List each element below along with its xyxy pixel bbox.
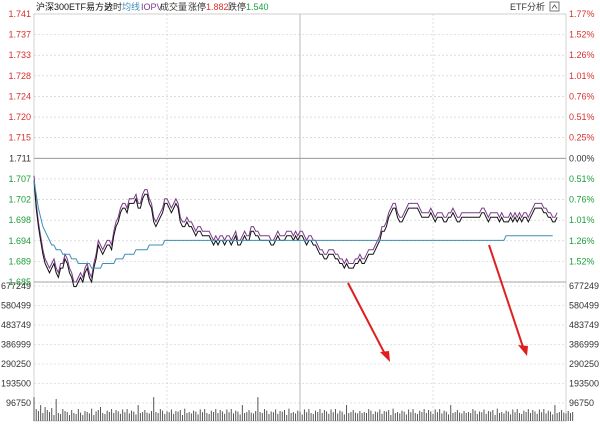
- percent-tick-label: 1.52%: [569, 256, 595, 266]
- percent-tick-label: 0.76%: [569, 91, 595, 101]
- volume-bars: [33, 397, 574, 421]
- percent-tick-label: 1.01%: [569, 215, 595, 225]
- price-tick-label: 1.728: [8, 71, 31, 81]
- percent-tick-label: 0.51%: [569, 112, 595, 122]
- percent-tick-label: 0.76%: [569, 195, 595, 205]
- mode-label[interactable]: 分时: [104, 1, 122, 12]
- price-tick-label: 1.720: [8, 112, 31, 122]
- volume-tick-label-right: 386999: [569, 340, 599, 350]
- percent-tick-label: 1.26%: [569, 236, 595, 246]
- etf-analysis-button[interactable]: ETF分析: [510, 1, 560, 12]
- volume-tick-label-right: 483749: [569, 320, 599, 330]
- volume-label[interactable]: 成交量: [160, 1, 187, 12]
- percent-axis: 1.77% 1.52% 1.26% 1.01% 0.76% 0.51% 0.25% 0.00%…: [569, 9, 595, 266]
- chevron-up-box-icon[interactable]: [549, 1, 560, 12]
- price-tick-label: 1.741: [8, 9, 31, 19]
- price-tick-label: 1.733: [8, 50, 31, 60]
- price-tick-label: 1.689: [8, 256, 31, 266]
- series-line-price: [33, 180, 558, 288]
- price-tick-label: 1.737: [8, 30, 31, 40]
- chart-header: 沪深300ETF易方达 分时 均线 IOPV 成交量 涨停 1.882 跌停 1…: [36, 1, 269, 12]
- volume-tick-label-left: 677249: [1, 281, 31, 291]
- percent-tick-label: 1.01%: [569, 71, 595, 81]
- limit-up-value: 1.882: [206, 2, 229, 12]
- price-tick-label: 1.698: [8, 215, 31, 225]
- volume-tick-label-left: 193500: [1, 379, 31, 389]
- volume-tick-label-left: 580499: [1, 301, 31, 311]
- percent-tick-label: 1.52%: [569, 30, 595, 40]
- percent-tick-label: 1.77%: [569, 9, 595, 19]
- annotation-arrow-left: [347, 282, 390, 362]
- percent-tick-label: 0.00%: [569, 153, 595, 163]
- price-lines: [33, 175, 558, 288]
- volume-axis: 677249 677249 580499 580499 483749 483749 3869…: [1, 281, 599, 408]
- volume-tick-label-left: 483749: [1, 320, 31, 330]
- series-line-avg: [33, 180, 553, 269]
- volume-tick-label-left: 290250: [1, 359, 31, 369]
- avg-label[interactable]: 均线: [122, 1, 140, 12]
- volume-tick-label-left: 386999: [1, 340, 31, 350]
- limit-down-label: 跌停: [228, 1, 246, 12]
- etf-analysis-label[interactable]: ETF分析: [510, 1, 545, 12]
- limit-down-value: 1.540: [246, 2, 269, 12]
- price-tick-label: 1.707: [8, 174, 31, 184]
- percent-tick-label: 1.26%: [569, 50, 595, 60]
- iopv-label[interactable]: IOPV: [141, 2, 163, 12]
- price-tick-label: 1.724: [8, 91, 31, 101]
- price-tick-label: 1.715: [8, 133, 31, 143]
- volume-tick-label-left: 96750: [6, 398, 31, 408]
- series-line-iopv: [33, 175, 558, 283]
- volume-tick-label-right: 677249: [569, 281, 599, 291]
- percent-tick-label: 0.51%: [569, 174, 595, 184]
- price-tick-label: 1.711: [9, 153, 31, 163]
- price-axis: 1.741 1.737 1.733 1.728 1.724 1.720 1.715 1.711…: [8, 9, 31, 287]
- volume-tick-label-right: 193500: [569, 379, 599, 389]
- price-tick-label: 1.685: [8, 277, 31, 287]
- fund-title: 沪深300ETF易方达: [36, 1, 113, 12]
- volume-tick-label-right: 580499: [569, 301, 599, 311]
- grid-lines: [33, 13, 567, 422]
- volume-tick-label-right: 290250: [569, 359, 599, 369]
- volume-tick-label-right: 96750: [569, 398, 594, 408]
- price-tick-label: 1.694: [8, 236, 31, 246]
- limit-up-label: 涨停: [188, 1, 206, 12]
- annotation-arrow-right: [488, 244, 528, 356]
- price-tick-label: 1.702: [8, 195, 31, 205]
- percent-tick-label: 0.25%: [569, 133, 595, 143]
